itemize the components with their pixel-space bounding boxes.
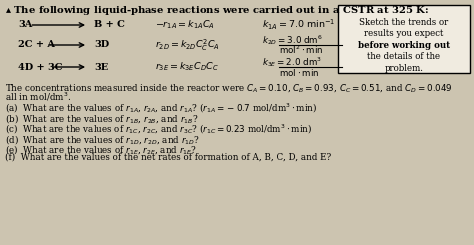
Text: (a)  What are the values of $r_{1A}$, $r_{2A}$, and $r_{1A}$? ($r_{1A} = -0.7$ m: (a) What are the values of $r_{1A}$, $r_… xyxy=(5,102,317,115)
Text: 3E: 3E xyxy=(94,62,108,72)
Text: B + C: B + C xyxy=(94,21,125,29)
Text: (b)  What are the values of $r_{1B}$, $r_{2B}$, and $r_{1B}$?: (b) What are the values of $r_{1B}$, $r_… xyxy=(5,112,199,125)
Text: $k_{2D} = 3.0 \mathrm{\ dm}^6$: $k_{2D} = 3.0 \mathrm{\ dm}^6$ xyxy=(262,33,323,47)
Text: 4D + 3C: 4D + 3C xyxy=(18,62,63,72)
Text: all in mol/dm$^3$.: all in mol/dm$^3$. xyxy=(5,91,71,103)
Text: 2C + A: 2C + A xyxy=(18,40,55,49)
Text: $\mathrm{mol}^2\cdot\mathrm{min}$: $\mathrm{mol}^2\cdot\mathrm{min}$ xyxy=(279,44,323,56)
Text: $r_{2D} = k_{2D}C_C^2C_A$: $r_{2D} = k_{2D}C_C^2C_A$ xyxy=(155,37,220,53)
Text: the details of the: the details of the xyxy=(367,52,440,61)
Text: (d)  What are the values of $r_{1D}$, $r_{2D}$, and $r_{1D}$?: (d) What are the values of $r_{1D}$, $r_… xyxy=(5,133,200,146)
Text: $\blacktriangle$ The following liquid-phase reactions were carried out in a CSTR: $\blacktriangle$ The following liquid-ph… xyxy=(5,4,429,17)
Text: $\mathrm{mol}\cdot\mathrm{min}$: $\mathrm{mol}\cdot\mathrm{min}$ xyxy=(279,66,319,77)
Text: 3D: 3D xyxy=(94,40,109,49)
FancyBboxPatch shape xyxy=(338,5,470,73)
Text: problem.: problem. xyxy=(384,64,423,73)
Text: (e)  What are the values of $r_{1E}$, $r_{2E}$, and $r_{1E}$?: (e) What are the values of $r_{1E}$, $r_… xyxy=(5,143,197,156)
Text: 3A: 3A xyxy=(18,21,32,29)
Text: before working out: before working out xyxy=(358,41,450,50)
Text: $k_{1A} = 7.0 \mathrm{\ min}^{-1}$: $k_{1A} = 7.0 \mathrm{\ min}^{-1}$ xyxy=(262,18,336,32)
Text: $-r_{1A} = k_{1A}C_A$: $-r_{1A} = k_{1A}C_A$ xyxy=(155,19,215,31)
Text: $k_{3E} = 2.0 \mathrm{\ dm}^3$: $k_{3E} = 2.0 \mathrm{\ dm}^3$ xyxy=(262,55,322,69)
Text: (f)  What are the values of the net rates of formation of A, B, C, D, and E?: (f) What are the values of the net rates… xyxy=(5,153,331,162)
Text: The concentrations measured inside the reactor were $C_A = 0.10$, $C_B = 0.93$, : The concentrations measured inside the r… xyxy=(5,82,453,94)
Text: Sketch the trends or: Sketch the trends or xyxy=(359,18,448,27)
Text: (c)  What are the values of $r_{1C}$, $r_{2C}$, and $r_{3C}$? ($r_{1C} = 0.23$ m: (c) What are the values of $r_{1C}$, $r_… xyxy=(5,122,312,136)
Text: $r_{3E} = k_{3E}C_DC_C$: $r_{3E} = k_{3E}C_DC_C$ xyxy=(155,61,219,73)
Text: results you expect: results you expect xyxy=(365,29,444,38)
